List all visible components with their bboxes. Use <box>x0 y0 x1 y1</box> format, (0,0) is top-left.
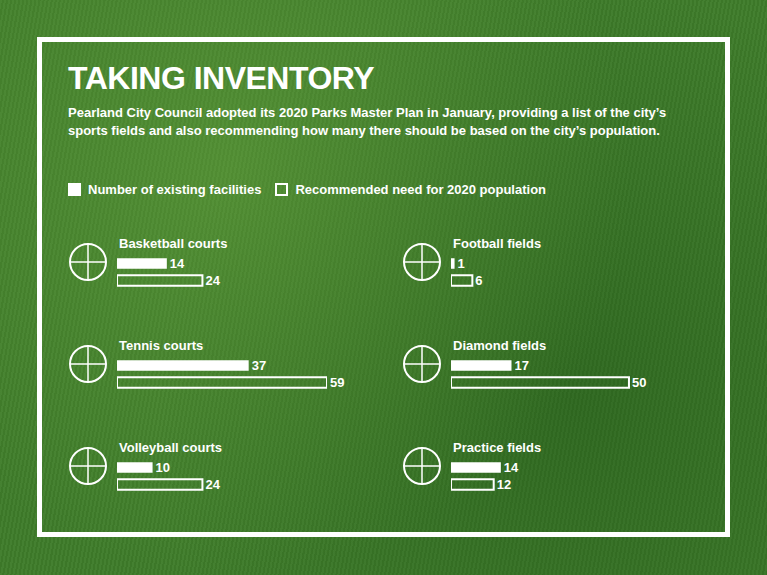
svg-text:50: 50 <box>632 375 646 390</box>
html-text:Number of existing facilities: Number of existing facilities <box>88 181 262 197</box>
svg-text:24: 24 <box>205 477 220 492</box>
svg-text:12: 12 <box>497 477 511 492</box>
svg-text:14: 14 <box>504 460 519 475</box>
svg-text:17: 17 <box>515 358 529 373</box>
svg-text:37: 37 <box>252 358 266 373</box>
svg-text:24: 24 <box>205 273 220 288</box>
svg-text:14: 14 <box>170 256 185 271</box>
svg-text:10: 10 <box>156 460 170 475</box>
svg-text:59: 59 <box>330 375 344 390</box>
html-text:Recommended need for 2020 popu: Recommended need for 2020 population <box>295 181 546 197</box>
svg-text:Football fields: Football fields <box>453 236 541 251</box>
svg-text:6: 6 <box>475 273 482 288</box>
svg-text:1: 1 <box>458 256 465 271</box>
html-text:TAKING INVENTORY: TAKING INVENTORY <box>68 60 375 96</box>
svg-text:Basketball courts: Basketball courts <box>119 236 227 251</box>
svg-text:Volleyball courts: Volleyball courts <box>119 440 222 455</box>
svg-text:Tennis courts: Tennis courts <box>119 338 203 353</box>
html-text:Pearland City Council adopted: Pearland City Council adopted its 2020 P… <box>68 105 667 138</box>
svg-text:Practice fields: Practice fields <box>453 440 541 455</box>
svg-text:Diamond fields: Diamond fields <box>453 338 546 353</box>
